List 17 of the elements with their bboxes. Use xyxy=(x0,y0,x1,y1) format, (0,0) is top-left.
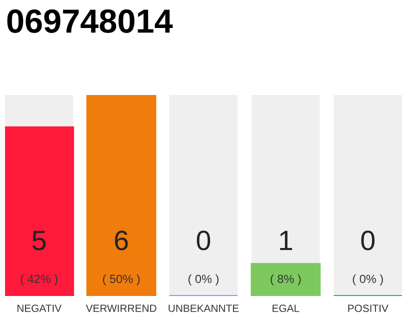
x-tick-label: EGAL xyxy=(272,304,300,312)
annotation: 1 xyxy=(280,230,292,250)
annotation: 5 xyxy=(32,230,46,250)
annotation: 0 xyxy=(196,230,210,250)
annotation: 6 xyxy=(114,230,128,250)
annotation: 0 xyxy=(361,230,375,250)
chart-title: 069748014 xyxy=(7,9,173,33)
x-tick-label: NEGATIV xyxy=(17,304,62,312)
data-label: ( 42% ) xyxy=(20,274,58,286)
bar xyxy=(250,263,321,296)
data-label: ( 0% ) xyxy=(352,274,383,286)
data-label: ( 50% ) xyxy=(103,274,140,286)
data-label: ( 8% ) xyxy=(270,274,301,286)
x-tick-label: POSITIV xyxy=(348,304,388,312)
x-tick-label: UNBEKANNTE xyxy=(168,304,239,312)
data-label: ( 0% ) xyxy=(188,274,219,286)
x-tick-label: VERWIRREND xyxy=(86,304,156,312)
